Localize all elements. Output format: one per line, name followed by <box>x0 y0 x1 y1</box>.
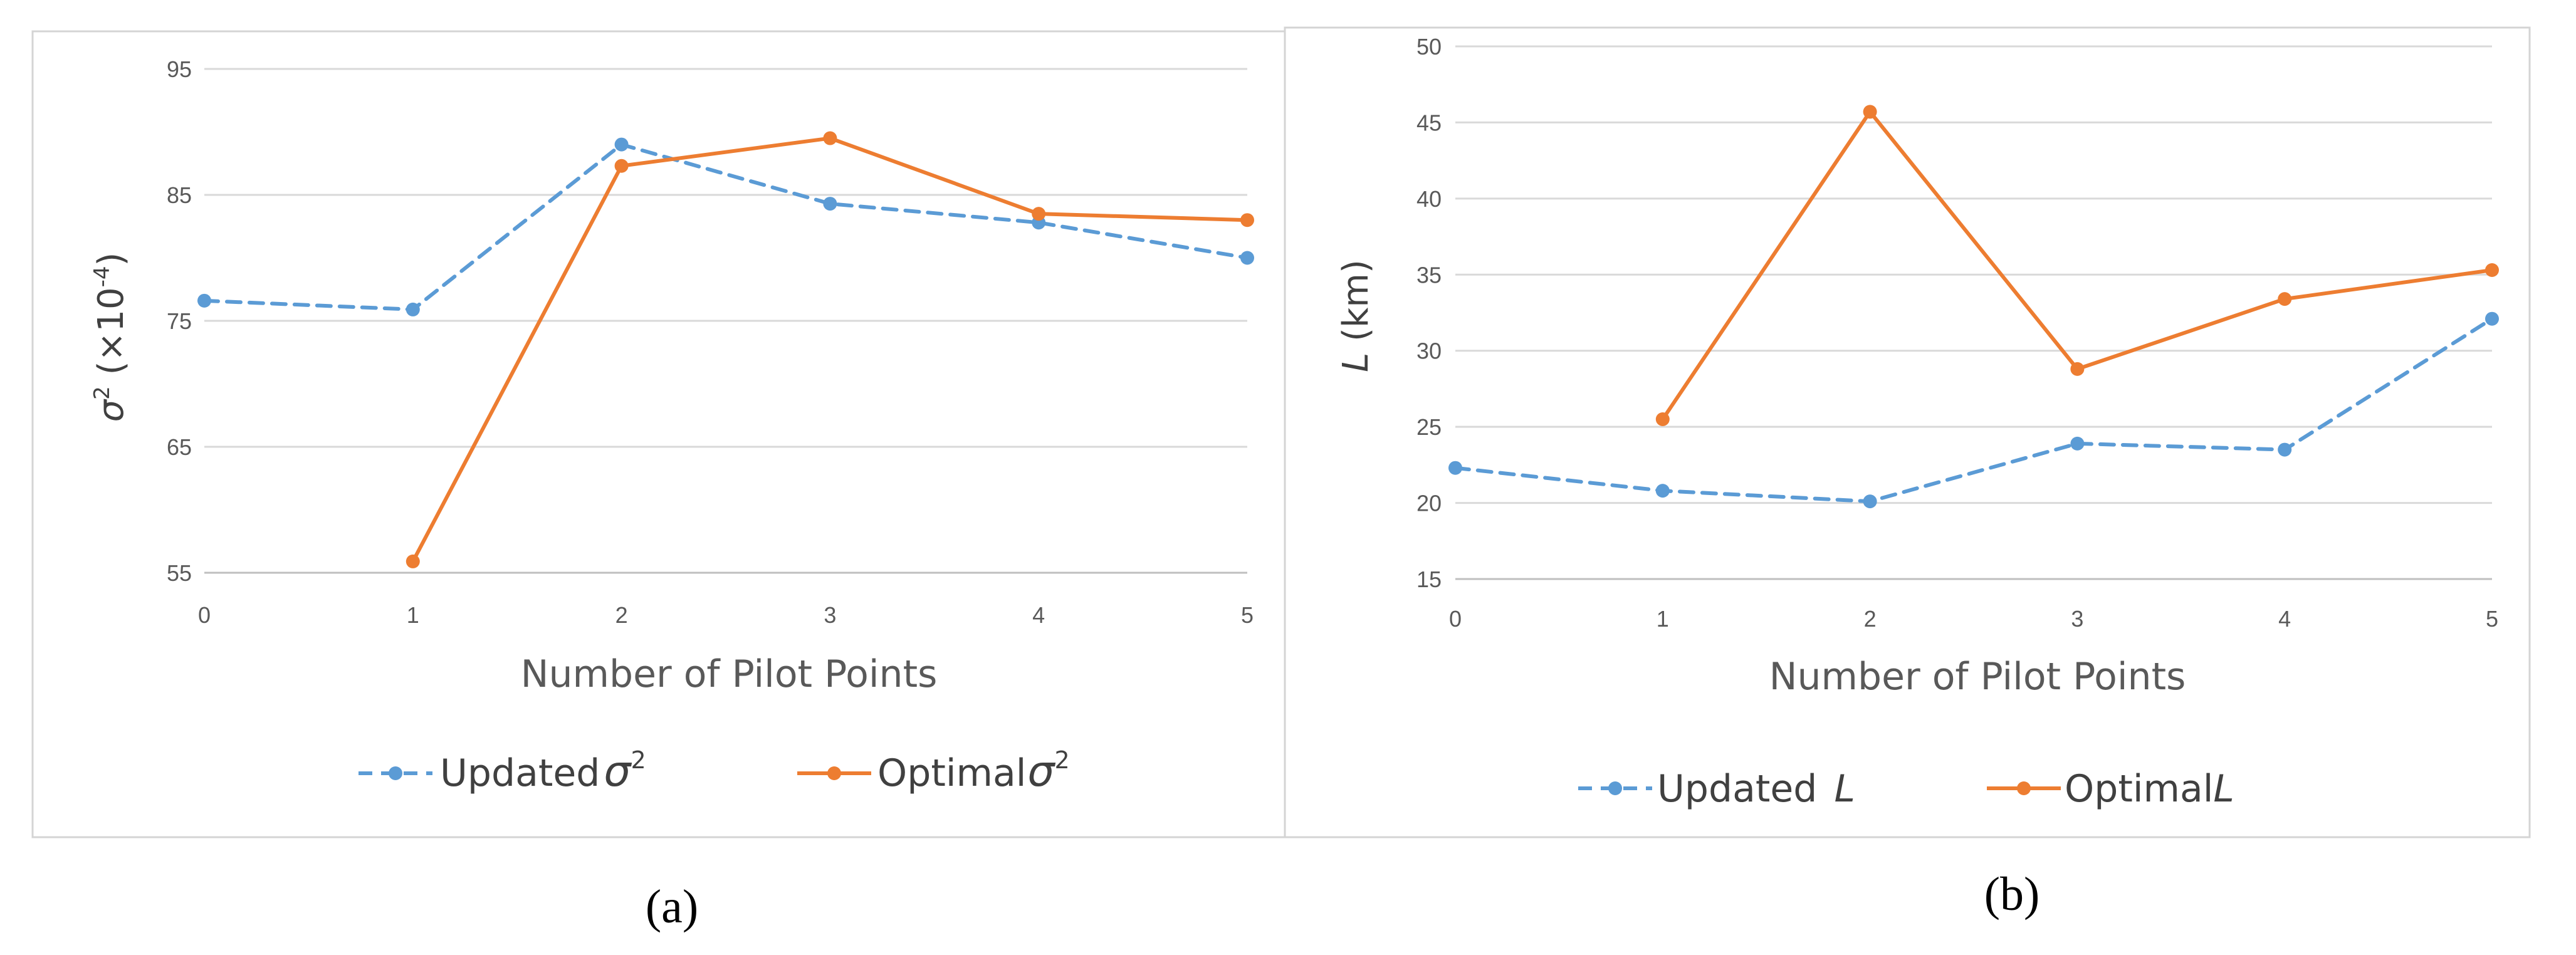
chart-a-y-tick-label: 95 <box>167 56 192 82</box>
chart-a-legend-sup-optimal: 2 <box>1055 746 1070 774</box>
chart-b-y-axis-rest: (km) <box>1336 259 1376 352</box>
chart-a-legend-symbol-optimal: σ <box>1027 747 1055 796</box>
chart-b-legend-label-updated: Updated L <box>1657 767 1855 811</box>
chart-b-legend-item-optimal: OptimalL <box>1987 767 2234 811</box>
chart-a-legend-label-updated: Updatedσ2 <box>440 746 646 796</box>
chart-b-x-tick-label: 4 <box>2278 606 2291 632</box>
chart-a-x-tick-label: 0 <box>198 602 211 628</box>
chart-a-point-optimal <box>823 131 837 145</box>
chart-a: 55 65 75 85 95 0 1 2 3 4 5 Number of Pilot Points… <box>31 30 1286 933</box>
chart-b-panel-label: (b) <box>1984 868 2040 921</box>
chart-a-legend-text-updated: Updated <box>440 751 600 795</box>
chart-b-legend-text-updated: Updated <box>1657 767 1829 811</box>
chart-b-y-tick-label: 15 <box>1416 566 1442 592</box>
chart-b-y-ticks: 15 20 25 30 35 40 45 50 <box>1416 34 1442 592</box>
chart-b-x-ticks: 0 1 2 3 4 5 <box>1449 606 2498 632</box>
chart-a-grid <box>204 68 1247 574</box>
chart-b-x-tick-label: 0 <box>1449 606 1462 632</box>
chart-a-y-axis-rest: (×10 <box>91 287 132 386</box>
chart-a-y-axis-exp: -4 <box>90 266 115 287</box>
chart-a-legend: Updatedσ2 Optimalσ2 <box>359 746 1070 796</box>
chart-a-x-tick-label: 2 <box>615 602 628 628</box>
chart-a-point-updated <box>406 302 420 316</box>
chart-b-x-tick-label: 3 <box>2071 606 2083 632</box>
chart-b-series-line-updated <box>1453 316 2494 504</box>
chart-a-y-axis-title: σ2 (×10-4) <box>90 253 132 422</box>
chart-a-y-tick-label: 85 <box>167 182 192 208</box>
chart-a-point-optimal <box>1032 207 1046 221</box>
chart-b-point-updated <box>1448 461 1462 475</box>
chart-b-point-updated <box>1863 494 1877 509</box>
chart-a-y-tick-label: 55 <box>167 560 192 586</box>
chart-a-x-ticks: 0 1 2 3 4 5 <box>198 602 1254 628</box>
chart-b-y-axis-title: L (km) <box>1336 259 1376 372</box>
chart-a-legend-marker-updated <box>389 766 402 780</box>
chart-b-legend-label-optimal: OptimalL <box>2065 767 2234 811</box>
chart-a-point-updated <box>197 293 211 308</box>
chart-a-y-axis-symbol: σ <box>91 399 132 422</box>
chart-a-frame <box>31 30 1286 838</box>
chart-a-legend-item-optimal: Optimalσ2 <box>797 746 1070 796</box>
chart-a-series-line-updated <box>202 142 1249 311</box>
chart-a-y-ticks: 55 65 75 85 95 <box>167 56 192 586</box>
chart-b-point-updated <box>2070 436 2085 451</box>
chart-b-y-tick-label: 20 <box>1416 491 1442 516</box>
chart-b-x-tick-label: 1 <box>1657 606 1669 632</box>
chart-b-point-optimal <box>2278 292 2292 306</box>
chart-a-y-axis-sup: 2 <box>90 386 115 400</box>
chart-a-y-tick-label: 65 <box>167 434 192 460</box>
chart-b-point-updated <box>2485 311 2499 326</box>
chart-a-x-tick-label: 3 <box>824 602 836 628</box>
chart-b-y-axis-symbol: L <box>1336 353 1376 372</box>
chart-b-point-optimal <box>2485 263 2499 277</box>
chart-b-legend: Updated L OptimalL <box>1578 767 2234 811</box>
chart-a-legend-symbol-updated: σ <box>604 747 632 796</box>
chart-b-point-updated <box>1655 484 1670 498</box>
chart-b-legend-marker-optimal <box>2017 781 2031 795</box>
chart-b-x-tick-label: 2 <box>1864 606 1877 632</box>
chart-b-x-axis-title: Number of Pilot Points <box>1769 655 2186 699</box>
chart-b-legend-symbol-updated: L <box>1834 767 1855 811</box>
chart-b-y-tick-label: 50 <box>1416 34 1442 60</box>
chart-b-y-tick-label: 25 <box>1416 414 1442 440</box>
chart-b-y-tick-label: 45 <box>1416 110 1442 135</box>
chart-a-x-tick-label: 5 <box>1241 602 1254 628</box>
chart-a-point-optimal <box>1240 213 1254 227</box>
chart-a-x-axis-title: Number of Pilot Points <box>521 652 938 696</box>
chart-a-y-axis-close: ) <box>91 253 132 266</box>
chart-a-point-optimal <box>614 159 629 173</box>
chart-a-point-updated <box>823 197 837 211</box>
chart-b-legend-marker-updated <box>1608 781 1622 795</box>
chart-b-x-tick-label: 5 <box>2486 606 2498 632</box>
chart-a-legend-sup-updated: 2 <box>631 746 646 774</box>
chart-b-y-tick-label: 30 <box>1416 338 1442 364</box>
chart-b-series <box>1448 105 2499 509</box>
chart-a-x-tick-label: 4 <box>1032 602 1045 628</box>
chart-b-point-updated <box>2278 442 2292 457</box>
chart-b-y-tick-label: 40 <box>1416 186 1442 212</box>
chart-a-point-updated <box>1240 251 1254 265</box>
chart-a-legend-marker-optimal <box>827 766 841 780</box>
chart-a-point-optimal <box>406 554 420 568</box>
chart-a-x-tick-label: 1 <box>407 602 419 628</box>
chart-b-legend-symbol-optimal: L <box>2213 767 2234 811</box>
chart-b-legend-text-optimal: Optimal <box>2065 767 2213 811</box>
chart-b-y-tick-label: 35 <box>1416 262 1442 288</box>
chart-a-legend-label-optimal: Optimalσ2 <box>877 746 1070 796</box>
chart-a-y-tick-label: 75 <box>167 308 192 334</box>
chart-a-panel-label: (a) <box>646 880 698 933</box>
chart-b-legend-item-updated: Updated L <box>1578 767 1855 811</box>
chart-a-legend-item-updated: Updatedσ2 <box>359 746 646 796</box>
chart-b-frame <box>1284 26 2531 838</box>
chart-b-point-optimal <box>1655 412 1670 426</box>
chart-a-point-updated <box>614 137 629 152</box>
chart-b-point-optimal <box>1863 105 1877 119</box>
chart-a-legend-text-optimal: Optimal <box>877 751 1026 795</box>
chart-b-point-optimal <box>2070 362 2085 376</box>
chart-a-series <box>197 131 1254 568</box>
